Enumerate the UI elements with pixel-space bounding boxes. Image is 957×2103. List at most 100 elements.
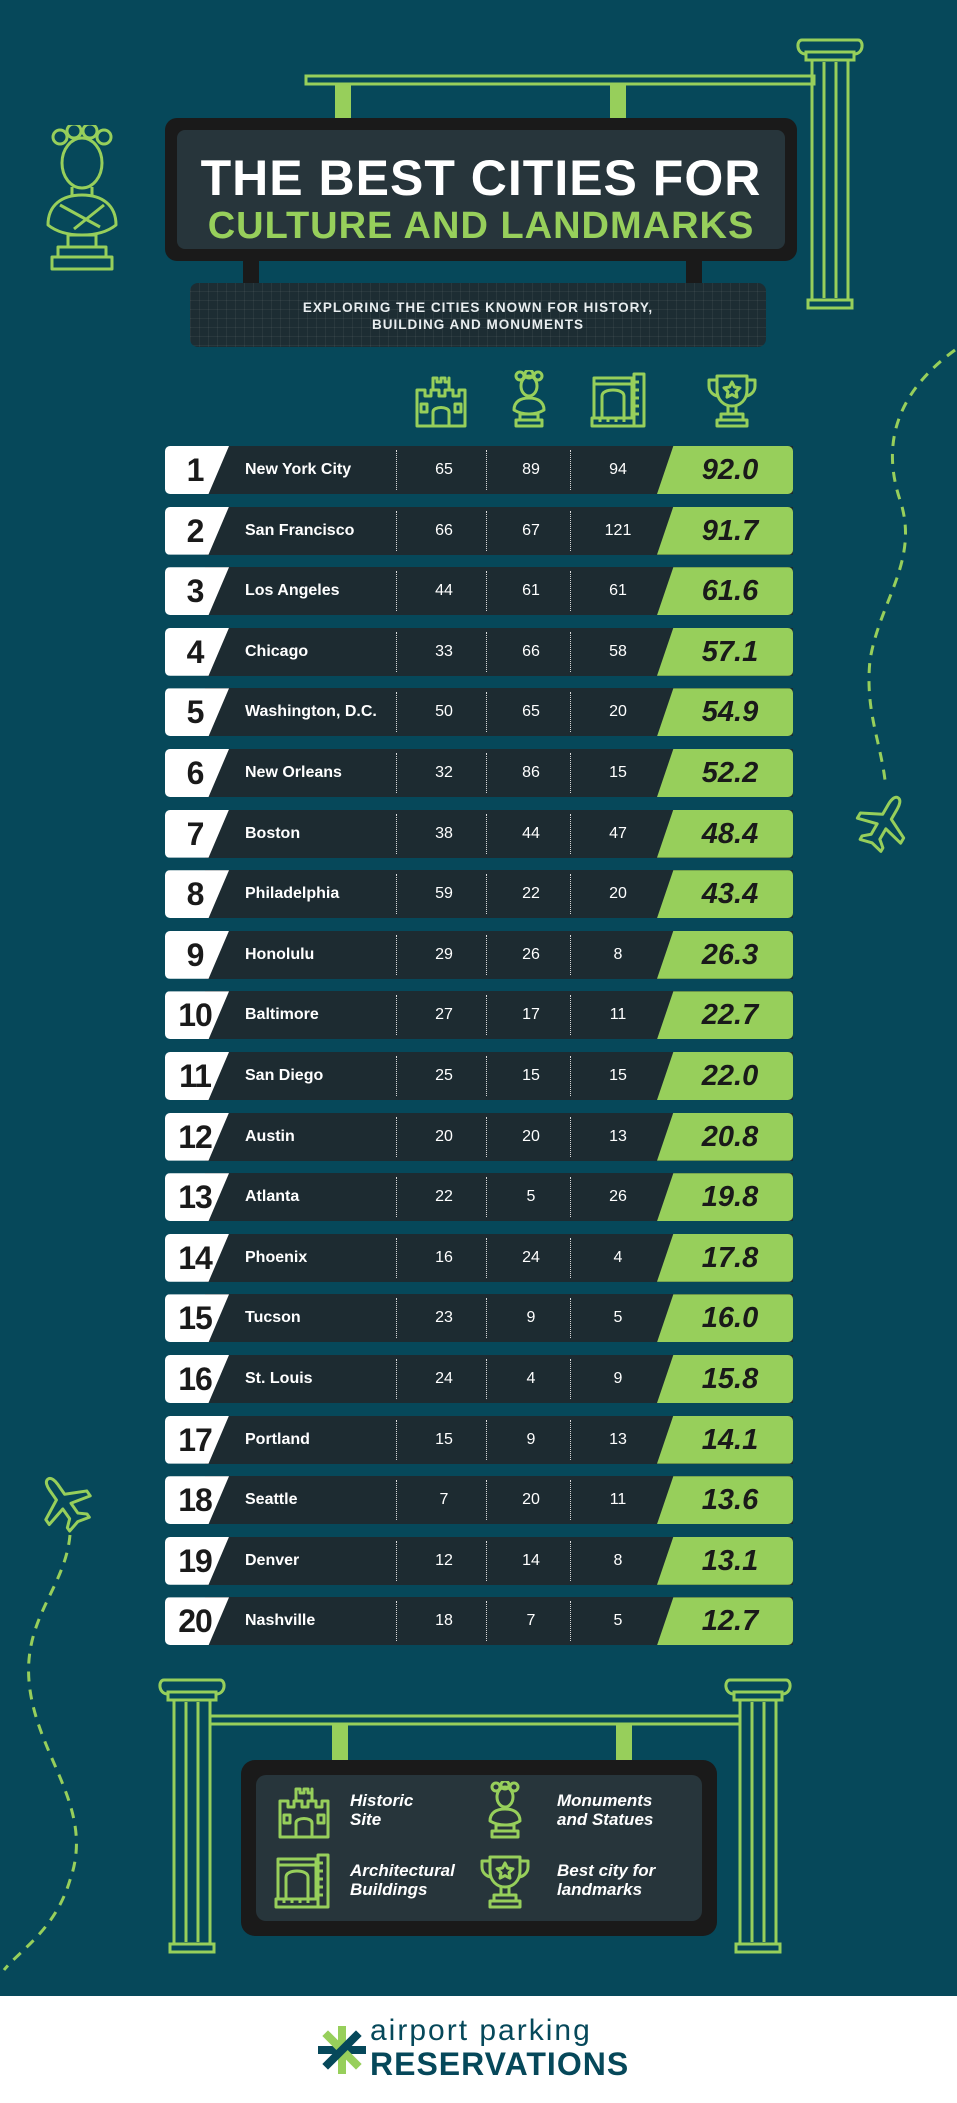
legend-architecture-label: Architectural Buildings bbox=[350, 1861, 455, 1899]
table-row: 2 San Francisco 66 67 121 91.7 bbox=[165, 506, 793, 555]
rank-number: 12 bbox=[178, 1118, 213, 1155]
table-row: 10 Baltimore 27 17 11 22.7 bbox=[165, 991, 793, 1040]
landmark-score: 22.0 bbox=[701, 1060, 759, 1092]
table-row: 7 Boston 38 44 47 48.4 bbox=[165, 809, 793, 858]
historic-site-count: 44 bbox=[435, 582, 453, 600]
landmark-score: 48.4 bbox=[701, 817, 759, 850]
table-row: 16 St. Louis 24 4 9 15.8 bbox=[165, 1355, 793, 1403]
city-name: Los Angeles bbox=[245, 582, 340, 600]
architecture-count: 121 bbox=[604, 521, 632, 539]
city-name: St. Louis bbox=[245, 1370, 313, 1387]
architecture-count: 8 bbox=[613, 1551, 623, 1569]
historic-site-count: 22 bbox=[435, 1188, 453, 1206]
city-name: Boston bbox=[245, 824, 301, 842]
landmark-score: 14.1 bbox=[701, 1423, 759, 1456]
historic-site-count: 18 bbox=[435, 1612, 453, 1630]
bust-statue-icon bbox=[46, 125, 118, 271]
city-name: Portland bbox=[245, 1430, 310, 1448]
landmark-score: 15.8 bbox=[701, 1363, 759, 1395]
architecture-count: 4 bbox=[613, 1248, 623, 1266]
architecture-count: 20 bbox=[609, 703, 627, 721]
landmark-score: 43.4 bbox=[701, 878, 759, 911]
table-row: 9 Honolulu 29 26 8 26.3 bbox=[165, 930, 793, 979]
airplane-icon bbox=[855, 795, 906, 853]
architecture-count: 5 bbox=[613, 1612, 623, 1630]
monuments-count: 44 bbox=[522, 824, 540, 842]
rank-number: 3 bbox=[186, 573, 205, 610]
monuments-count: 86 bbox=[522, 764, 540, 781]
castle-icon bbox=[415, 376, 467, 428]
monuments-count: 15 bbox=[522, 1067, 540, 1084]
city-name: Denver bbox=[245, 1551, 300, 1569]
trophy-star-icon bbox=[707, 374, 757, 428]
historic-site-count: 33 bbox=[435, 642, 453, 660]
architecture-count: 61 bbox=[609, 582, 627, 600]
architecture-count: 5 bbox=[613, 1309, 623, 1327]
table-row: 15 Tucson 23 9 5 16.0 bbox=[165, 1294, 793, 1343]
table-row: 12 Austin 20 20 13 20.8 bbox=[165, 1112, 793, 1161]
historic-site-count: 32 bbox=[435, 764, 453, 781]
rank-number: 9 bbox=[186, 936, 205, 973]
arch-building-icon bbox=[274, 1853, 330, 1909]
monuments-count: 20 bbox=[522, 1491, 540, 1509]
monuments-count: 89 bbox=[522, 461, 540, 478]
landmark-score: 91.7 bbox=[701, 514, 759, 547]
flight-path-left bbox=[2, 1534, 78, 1971]
historic-site-count: 16 bbox=[435, 1248, 453, 1266]
legend-panel: Historic Site Monuments and Statues Arch… bbox=[241, 1760, 717, 1936]
historic-site-count: 65 bbox=[435, 461, 453, 478]
table-row: 19 Denver 12 14 8 13.1 bbox=[165, 1536, 793, 1585]
city-name: Atlanta bbox=[245, 1188, 300, 1206]
monuments-count: 20 bbox=[522, 1127, 540, 1145]
table-row: 4 Chicago 33 66 58 57.1 bbox=[165, 627, 793, 676]
rank-number: 18 bbox=[178, 1482, 213, 1519]
rank-number: 7 bbox=[186, 815, 205, 852]
landmark-score: 57.1 bbox=[701, 635, 759, 668]
monuments-count: 9 bbox=[526, 1309, 536, 1327]
bust-statue-icon bbox=[488, 1781, 522, 1839]
historic-site-count: 29 bbox=[435, 945, 453, 963]
rank-number: 20 bbox=[178, 1603, 213, 1640]
city-name: New York City bbox=[245, 461, 352, 478]
rank-number: 17 bbox=[178, 1421, 213, 1458]
page-title-secondary: CULTURE AND LANDMARKS bbox=[207, 205, 755, 247]
monuments-count: 24 bbox=[522, 1248, 540, 1266]
landmark-score: 26.3 bbox=[701, 938, 759, 971]
table-row: 18 Seattle 7 20 11 13.6 bbox=[165, 1476, 793, 1525]
brand-name-bottom: RESERVATIONS bbox=[370, 2046, 630, 2082]
table-row: 6 New Orleans 32 86 15 52.2 bbox=[165, 749, 793, 797]
monuments-count: 14 bbox=[522, 1551, 540, 1569]
rank-number: 13 bbox=[178, 1179, 213, 1216]
architecture-count: 11 bbox=[609, 1491, 627, 1509]
monuments-count: 61 bbox=[522, 582, 540, 600]
city-name: San Francisco bbox=[245, 521, 355, 539]
legend-best-label: Best city for landmarks bbox=[557, 1861, 656, 1899]
rank-number: 14 bbox=[178, 1239, 213, 1276]
landmark-score: 13.6 bbox=[701, 1484, 759, 1517]
trophy-star-icon bbox=[480, 1855, 530, 1909]
table-row: 8 Philadelphia 59 22 20 43.4 bbox=[165, 870, 793, 919]
landmark-score: 12.7 bbox=[701, 1605, 759, 1638]
rank-number: 6 bbox=[186, 755, 205, 791]
landmark-score: 17.8 bbox=[701, 1241, 759, 1274]
landmark-score: 20.8 bbox=[701, 1120, 759, 1153]
monuments-count: 9 bbox=[526, 1430, 536, 1448]
historic-site-count: 27 bbox=[435, 1006, 453, 1024]
monuments-count: 26 bbox=[522, 945, 540, 963]
monuments-count: 66 bbox=[522, 642, 540, 660]
architecture-count: 15 bbox=[609, 764, 627, 781]
historic-site-count: 25 bbox=[435, 1067, 453, 1084]
landmark-score: 52.2 bbox=[701, 757, 759, 789]
architecture-count: 94 bbox=[609, 461, 627, 478]
architecture-count: 20 bbox=[609, 885, 627, 903]
subtitle-panel: EXPLORING THE CITIES KNOWN FOR HISTORY, … bbox=[190, 283, 766, 347]
historic-site-count: 59 bbox=[435, 885, 453, 903]
historic-site-count: 66 bbox=[435, 521, 453, 539]
historic-site-count: 50 bbox=[435, 703, 453, 721]
architecture-count: 58 bbox=[609, 642, 627, 660]
city-name: Philadelphia bbox=[245, 885, 340, 903]
landmark-score: 92.0 bbox=[701, 454, 759, 486]
city-name: Tucson bbox=[245, 1309, 301, 1327]
monuments-count: 65 bbox=[522, 703, 540, 721]
historic-site-count: 12 bbox=[435, 1551, 453, 1569]
